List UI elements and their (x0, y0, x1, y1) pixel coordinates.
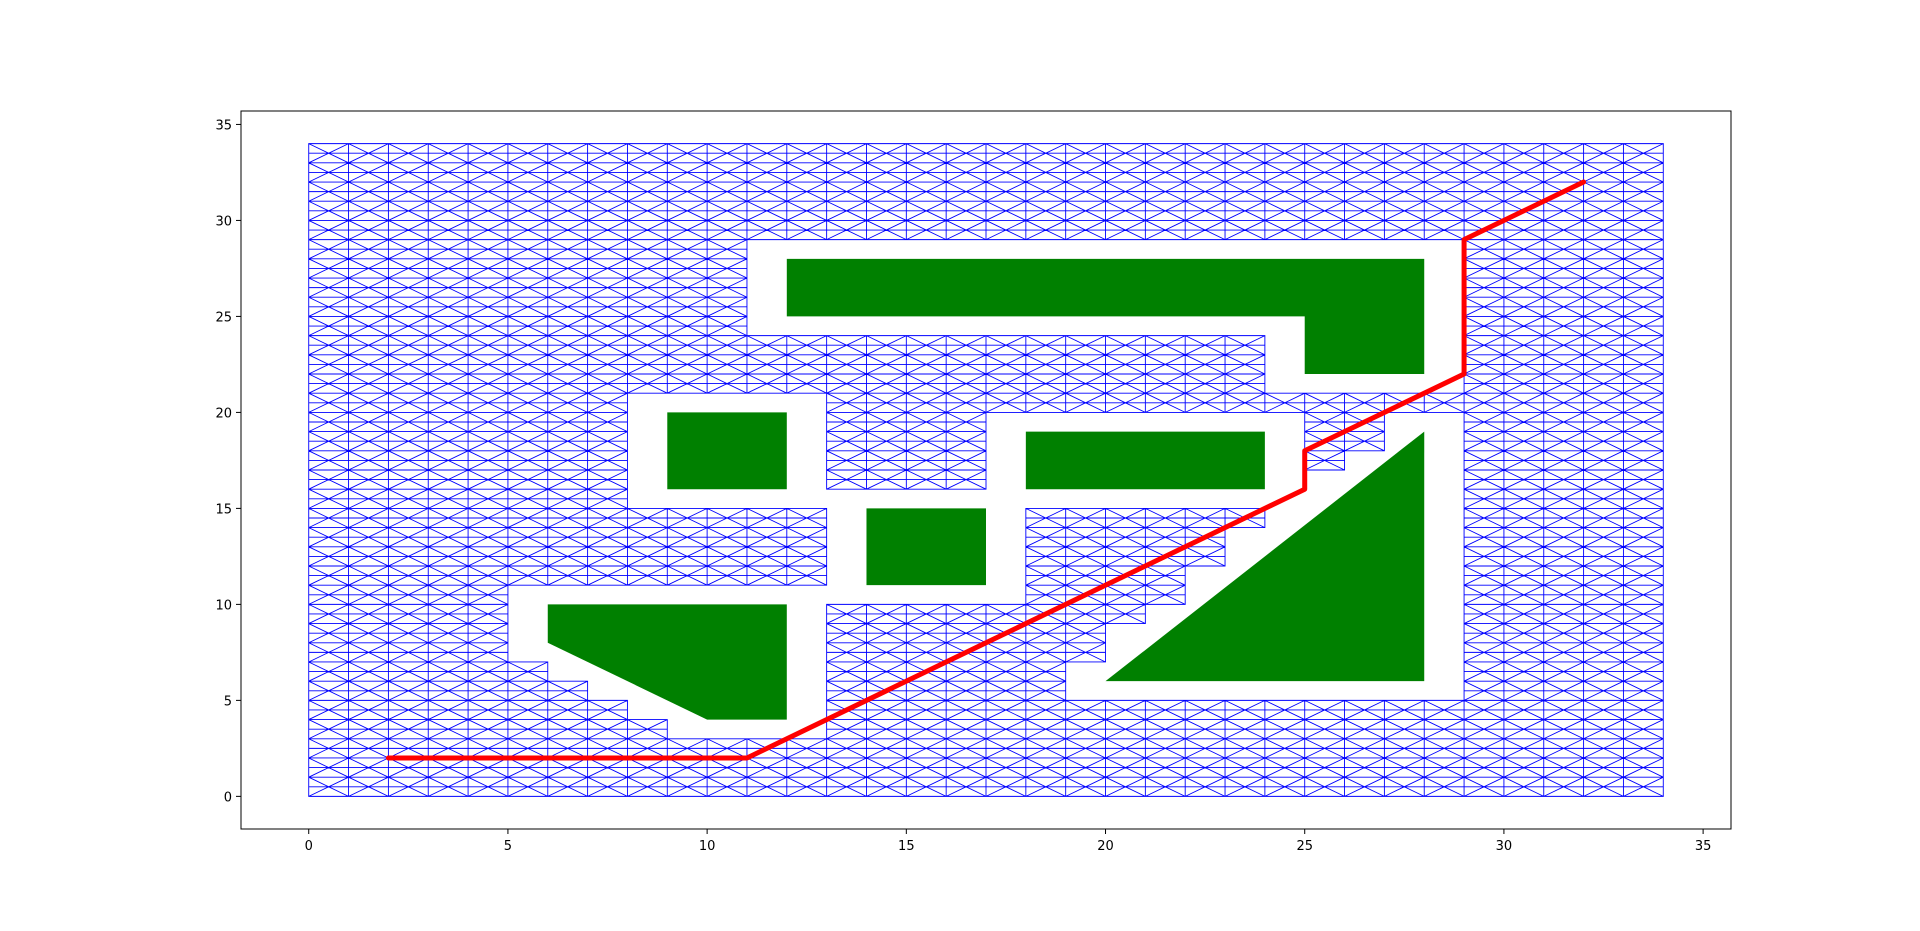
y-tick-label: 25 (215, 310, 232, 325)
y-tick-label: 30 (215, 214, 232, 229)
x-tick-label: 20 (1097, 839, 1114, 854)
mesh-layer (308, 143, 1664, 797)
path-line (385, 179, 1587, 761)
x-axis: 0 5 10 15 20 25 30 35 (305, 829, 1712, 854)
x-tick-label: 25 (1296, 839, 1313, 854)
obstacle-3 (1025, 431, 1265, 490)
y-tick-label: 35 (215, 118, 232, 133)
x-tick-label: 30 (1496, 839, 1513, 854)
path-layer (385, 179, 1587, 761)
plot-frame (240, 110, 1732, 830)
obstacle-layer (547, 258, 1425, 720)
y-tick-label: 5 (224, 694, 232, 709)
y-tick-label: 15 (215, 502, 232, 517)
y-tick-label: 20 (215, 406, 232, 421)
obstacle-2 (667, 412, 787, 490)
y-axis: 0 5 10 15 20 25 30 35 (215, 118, 241, 805)
x-tick-label: 35 (1695, 839, 1712, 854)
y-tick-label: 10 (215, 598, 232, 613)
obstacle-1 (786, 258, 1425, 375)
x-tick-label: 5 (504, 839, 512, 854)
obstacle-5 (547, 604, 787, 720)
mesh-lines (308, 143, 1664, 797)
obstacle-4 (866, 508, 986, 586)
obstacle-6 (1105, 431, 1425, 682)
y-tick-label: 0 (224, 790, 232, 805)
x-tick-label: 15 (898, 839, 915, 854)
x-tick-label: 0 (305, 839, 313, 854)
x-tick-label: 10 (699, 839, 716, 854)
